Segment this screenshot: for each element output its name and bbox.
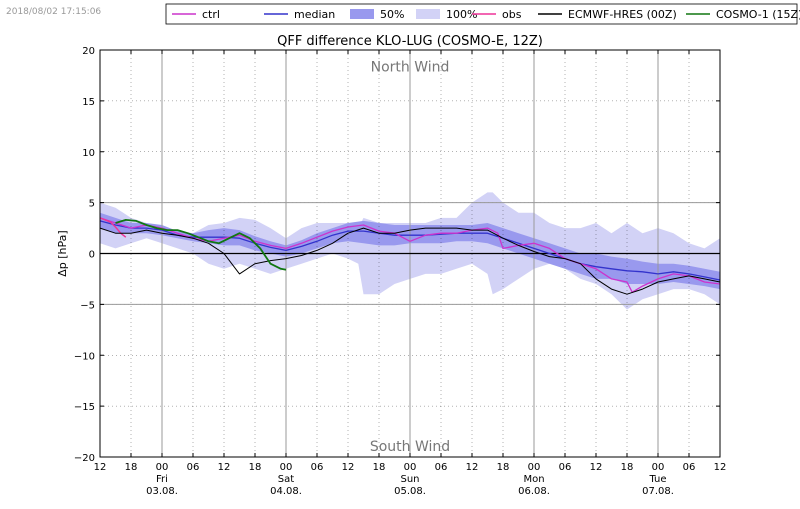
legend-label-obs: obs <box>502 8 522 21</box>
y-axis-label: Δp [hPa] <box>56 230 69 276</box>
legend-label-cosmo-1-15z: COSMO-1 (15Z) <box>716 8 800 21</box>
date-label: 04.08. <box>270 486 302 497</box>
series-median <box>99 220 721 281</box>
x-tick-label: 00 <box>404 462 417 473</box>
date-label: 06.08. <box>518 486 550 497</box>
legend-swatch-100 <box>416 9 440 19</box>
timestamp: 2018/08/02 17:15:06 <box>6 7 102 17</box>
x-tick-label: 12 <box>714 462 727 473</box>
chart-title: QFF difference KLO-LUG (COSMO-E, 12Z) <box>277 34 543 49</box>
annotation-north-wind: North Wind <box>371 59 450 75</box>
legend-swatch-50 <box>350 9 374 19</box>
annotation-south-wind: South Wind <box>370 439 450 455</box>
legend: ctrl median 50% 100% obs ECMWF-HRES (00Z) COSM… <box>165 3 800 25</box>
x-tick-label: 06 <box>187 462 200 473</box>
series-cosmo-1-15z <box>115 218 287 271</box>
date-label: 07.08. <box>642 486 674 497</box>
x-tick-label: 12 <box>590 462 603 473</box>
date-label: 03.08. <box>146 486 178 497</box>
x-tick-label: 12 <box>466 462 479 473</box>
series-lines <box>99 217 721 295</box>
date-label: 05.08. <box>394 486 426 497</box>
legend-label-median: median <box>294 8 335 21</box>
series-ecmwf-hres-00z <box>99 227 721 295</box>
x-tick-label: 00 <box>280 462 293 473</box>
x-tick-label: 06 <box>435 462 448 473</box>
y-tick-label: 0 <box>89 250 95 261</box>
x-tick-label: 12 <box>218 462 231 473</box>
legend-label-50: 50% <box>380 8 404 21</box>
x-tick-label: 00 <box>156 462 169 473</box>
x-tick-label: 12 <box>94 462 107 473</box>
x-tick-label: 18 <box>497 462 510 473</box>
day-label: Sun <box>400 474 419 485</box>
x-tick-label: 18 <box>125 462 138 473</box>
series-obs <box>99 217 127 238</box>
x-tick-label: 12 <box>342 462 355 473</box>
y-tick-label: −10 <box>74 351 95 362</box>
grid-lines <box>99 49 721 458</box>
y-tick-label: 20 <box>82 46 95 57</box>
y-tick-label: −15 <box>74 402 95 413</box>
day-label: Mon <box>523 474 544 485</box>
legend-label-ecmwf-hres-00z: ECMWF-HRES (00Z) <box>568 8 677 21</box>
day-label: Tue <box>648 474 666 485</box>
x-tick-label: 06 <box>683 462 696 473</box>
x-tick-label: 06 <box>311 462 324 473</box>
y-tick-label: −20 <box>74 453 95 464</box>
y-tick-label: −5 <box>80 300 95 311</box>
day-label: Sat <box>278 474 294 485</box>
x-tick-label: 18 <box>373 462 386 473</box>
x-tick-label: 00 <box>652 462 665 473</box>
x-tick-label: 18 <box>249 462 262 473</box>
x-tick-label: 18 <box>621 462 634 473</box>
y-tick-label: 10 <box>82 148 95 159</box>
legend-label-ctrl: ctrl <box>202 8 220 21</box>
day-label: Fri <box>156 474 168 485</box>
legend-label-100: 100% <box>446 8 477 21</box>
y-tick-label: 15 <box>82 97 95 108</box>
y-tick-label: 5 <box>89 199 95 210</box>
x-tick-label: 06 <box>559 462 572 473</box>
x-tick-label: 00 <box>528 462 541 473</box>
